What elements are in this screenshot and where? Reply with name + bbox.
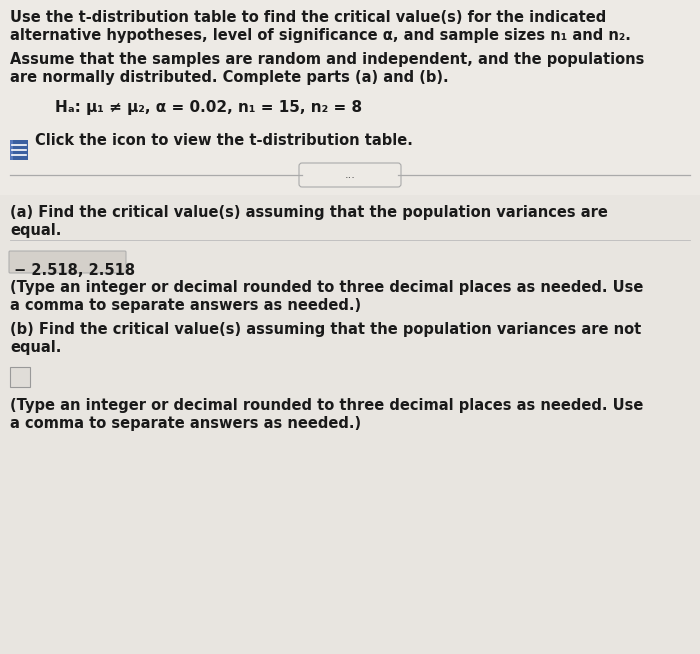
Text: alternative hypotheses, level of significance α, and sample sizes n₁ and n₂.: alternative hypotheses, level of signifi… (10, 28, 631, 43)
Bar (10, 140, 13, 160)
Text: Hₐ: μ₁ ≠ μ₂, α = 0.02, n₁ = 15, n₂ = 8: Hₐ: μ₁ ≠ μ₂, α = 0.02, n₁ = 15, n₂ = 8 (55, 100, 362, 115)
Text: (Type an integer or decimal rounded to three decimal places as needed. Use: (Type an integer or decimal rounded to t… (10, 398, 643, 413)
Text: a comma to separate answers as needed.): a comma to separate answers as needed.) (10, 298, 361, 313)
FancyBboxPatch shape (299, 163, 401, 187)
Text: equal.: equal. (10, 340, 62, 355)
Text: Use the t-distribution table to find the critical value(s) for the indicated: Use the t-distribution table to find the… (10, 10, 606, 25)
Text: a comma to separate answers as needed.): a comma to separate answers as needed.) (10, 416, 361, 431)
Text: − 2.518, 2.518: − 2.518, 2.518 (14, 263, 135, 278)
Text: (Type an integer or decimal rounded to three decimal places as needed. Use: (Type an integer or decimal rounded to t… (10, 280, 643, 295)
Text: Click the icon to view the t-distribution table.: Click the icon to view the t-distributio… (35, 133, 413, 148)
Bar (0, 0, 700, 210)
Bar (10, 140, 28, 160)
Text: are normally distributed. Complete parts (a) and (b).: are normally distributed. Complete parts… (10, 70, 449, 85)
Text: Assume that the samples are random and independent, and the populations: Assume that the samples are random and i… (10, 52, 645, 67)
Bar (0, 195, 700, 654)
Text: (a) Find the critical value(s) assuming that the population variances are: (a) Find the critical value(s) assuming … (10, 205, 608, 220)
Text: ...: ... (344, 170, 356, 180)
Bar (10, 367, 30, 387)
Text: (b) Find the critical value(s) assuming that the population variances are not: (b) Find the critical value(s) assuming … (10, 322, 641, 337)
Text: equal.: equal. (10, 223, 62, 238)
FancyBboxPatch shape (9, 251, 126, 273)
